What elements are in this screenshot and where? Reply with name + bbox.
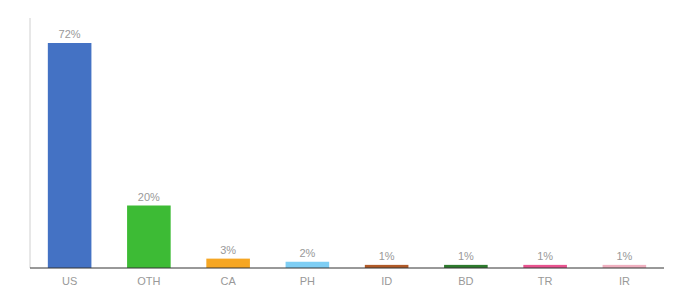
data-label: 3% bbox=[220, 244, 236, 256]
data-label: 1% bbox=[458, 250, 474, 262]
y-axis-line bbox=[30, 18, 31, 268]
x-tick-label: IR bbox=[619, 275, 630, 287]
bar bbox=[206, 259, 250, 268]
x-tick-label: US bbox=[62, 275, 77, 287]
x-tick-label: TR bbox=[538, 275, 553, 287]
x-axis-line bbox=[30, 268, 664, 269]
data-label: 1% bbox=[379, 250, 395, 262]
data-label: 72% bbox=[59, 28, 81, 40]
x-tick-label: CA bbox=[220, 275, 236, 287]
x-tick-label: BD bbox=[458, 275, 473, 287]
bar bbox=[286, 262, 330, 268]
data-label: 20% bbox=[138, 191, 160, 203]
x-tick-label: OTH bbox=[137, 275, 160, 287]
data-label: 1% bbox=[537, 250, 553, 262]
data-label: 2% bbox=[299, 247, 315, 259]
x-tick-label: ID bbox=[381, 275, 392, 287]
bars bbox=[48, 43, 646, 268]
bar bbox=[48, 43, 92, 268]
data-label: 1% bbox=[616, 250, 632, 262]
x-tick-label: PH bbox=[300, 275, 315, 287]
bar bbox=[127, 206, 171, 269]
chart-container: 72% 20% 3% 2% 1% 1% 1% 1% US OTH CA PH ID BD TR IR bbox=[0, 0, 680, 300]
chart: 72% 20% 3% 2% 1% 1% 1% 1% US OTH CA PH ID BD TR IR bbox=[0, 0, 680, 300]
